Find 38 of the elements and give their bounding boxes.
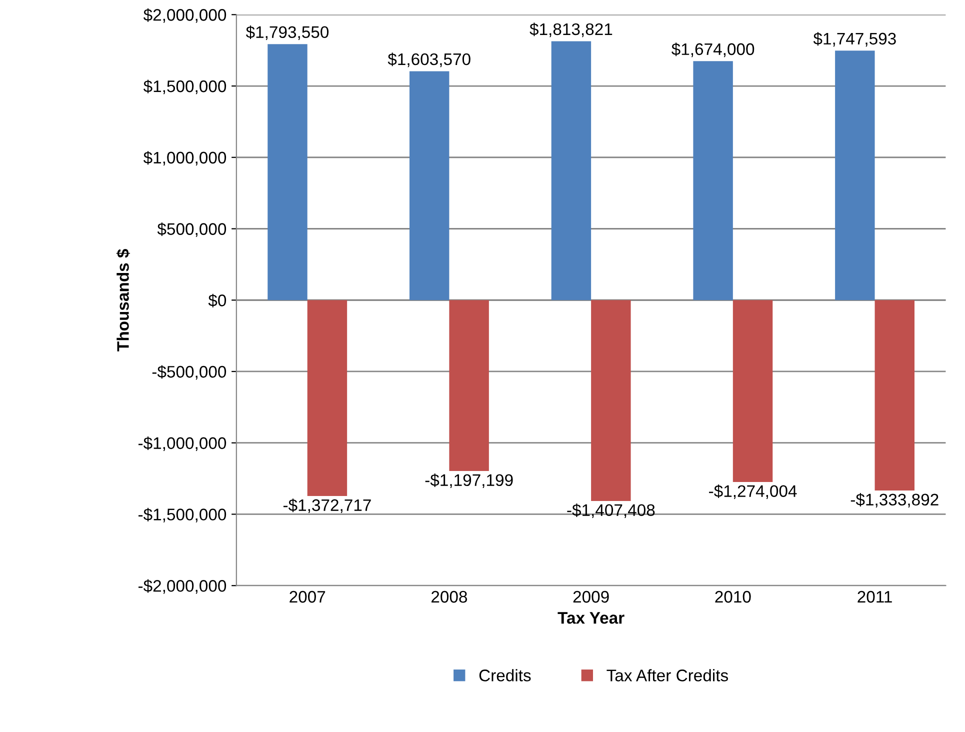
- data-label: -$1,197,199: [425, 474, 513, 488]
- data-label: -$1,333,892: [850, 493, 938, 508]
- y-tick-label: $1,500,000: [143, 80, 226, 94]
- bar: [307, 300, 348, 496]
- data-label: $1,747,593: [813, 32, 896, 47]
- y-axis-title: Thousands $: [116, 248, 130, 352]
- bar: [591, 300, 631, 502]
- data-label: -$1,372,717: [283, 498, 371, 514]
- data-label: -$1,274,004: [709, 484, 797, 499]
- data-label: $1,793,550: [246, 26, 329, 40]
- data-label: $1,674,000: [672, 42, 754, 58]
- x-tick-label: 2007: [290, 590, 326, 603]
- bar: [693, 61, 733, 300]
- y-tick-label: -$2,000,000: [138, 579, 226, 594]
- x-tick-label: 2008: [432, 590, 468, 603]
- bar: [449, 300, 489, 472]
- y-tick-label: -$500,000: [152, 365, 226, 380]
- y-tick-label: $500,000: [157, 222, 226, 237]
- bar: [835, 50, 875, 300]
- data-label: $1,603,570: [388, 52, 470, 68]
- legend-label: Credits: [479, 669, 531, 682]
- data-label: -$1,407,408: [567, 504, 655, 518]
- bar: [874, 300, 914, 491]
- bar: [732, 300, 773, 482]
- x-axis-title: Tax Year: [558, 612, 624, 624]
- x-tick-label: 2009: [573, 590, 609, 603]
- y-tick-label: $2,000,000: [143, 8, 226, 23]
- y-tick-label: -$1,500,000: [138, 508, 226, 522]
- data-label: $1,813,821: [530, 22, 612, 38]
- y-tick-label: -$1,000,000: [138, 436, 226, 452]
- bar: [409, 71, 450, 300]
- x-tick-label: 2010: [715, 590, 751, 603]
- x-tick-label: 2011: [858, 590, 892, 603]
- bar: [268, 44, 308, 300]
- legend-label: Tax After Credits: [606, 669, 728, 682]
- y-tick-label: $0: [208, 294, 226, 308]
- y-tick-label: $1,000,000: [143, 151, 226, 166]
- bar: [551, 41, 592, 300]
